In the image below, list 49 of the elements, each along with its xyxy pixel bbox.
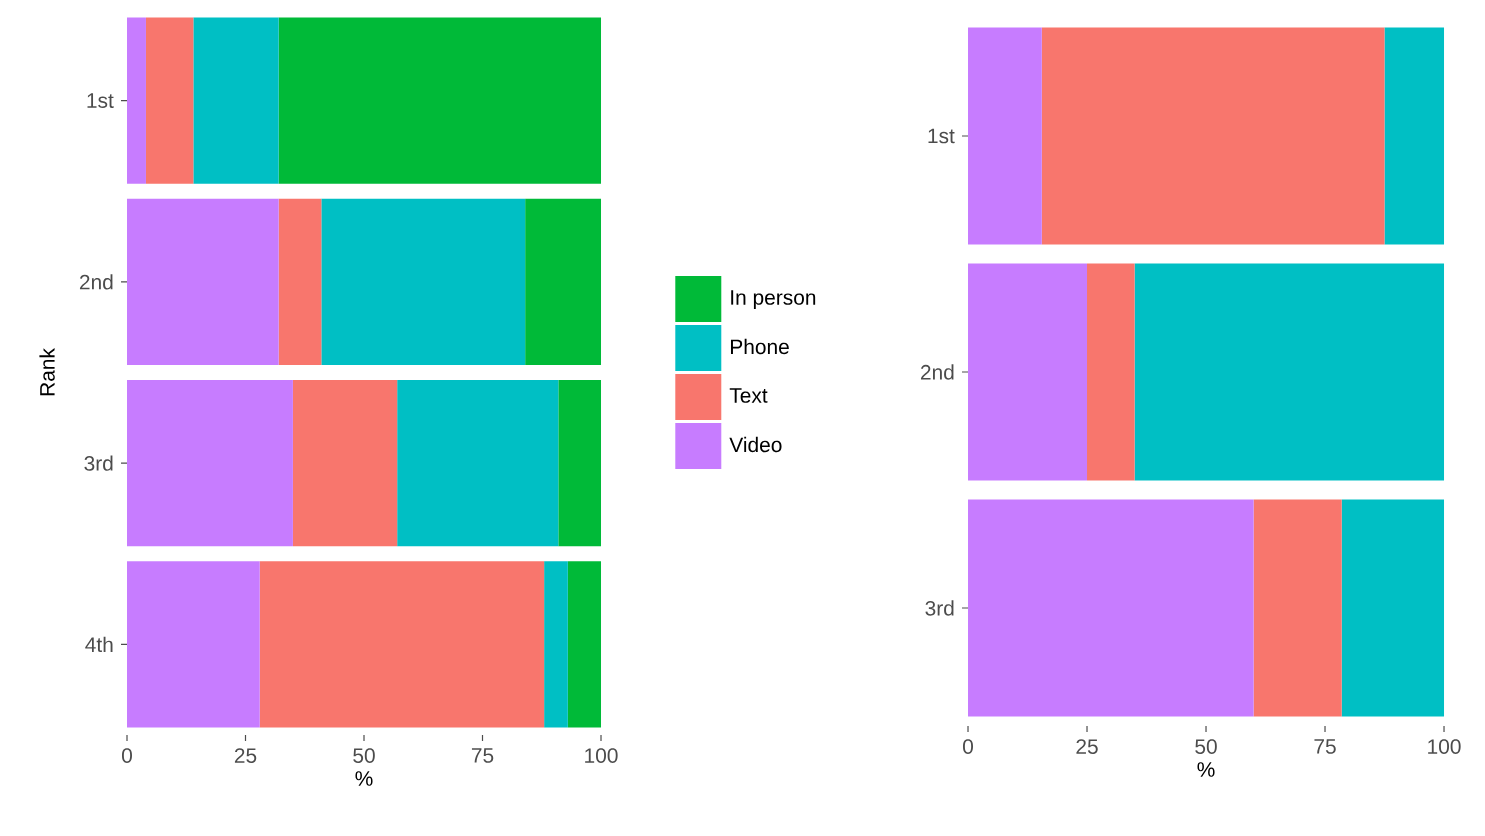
x-tick-label: 50 [353, 748, 375, 763]
bar [321, 198, 526, 365]
bar [968, 499, 1254, 717]
x-tick-label: 25 [234, 748, 257, 763]
x-tick-label: 0 [963, 739, 974, 754]
x-tick-label: 50 [1195, 739, 1217, 754]
bar [1384, 27, 1445, 245]
y-tick-label: 3rd [84, 455, 113, 471]
bar [127, 561, 260, 728]
bar [127, 198, 279, 365]
bar [1341, 499, 1445, 717]
bar [558, 380, 602, 547]
bar [544, 561, 568, 728]
x-axis-title: % [1197, 762, 1215, 777]
y-tick-label: 2nd [920, 364, 954, 380]
bar [127, 17, 146, 184]
bar [278, 198, 322, 365]
legend-label: Phone [731, 338, 789, 355]
bar [193, 17, 279, 184]
bar [525, 198, 602, 365]
bar [1087, 263, 1135, 481]
y-axis-title: Rank [39, 348, 55, 396]
bar [1253, 499, 1342, 717]
bar [397, 380, 559, 547]
x-tick-label: 75 [1314, 739, 1336, 754]
x-tick-label: 25 [1076, 739, 1098, 754]
bar [127, 380, 293, 547]
legend-label: In person [731, 290, 816, 309]
x-tick-label: 75 [471, 748, 494, 763]
bar [1041, 27, 1385, 245]
x-tick-label: 100 [585, 748, 618, 763]
bar [567, 561, 602, 728]
bar [292, 380, 398, 547]
bar [259, 561, 545, 728]
legend-label: Video [729, 436, 782, 453]
y-tick-label: 1st [87, 93, 114, 108]
y-tick-label: 2nd [79, 274, 113, 290]
x-axis-title: % [355, 771, 373, 786]
bar [968, 263, 1088, 481]
legend-label: Text [729, 388, 768, 403]
y-tick-label: 4th [85, 636, 113, 653]
y-tick-label: 3rd [925, 600, 954, 616]
x-tick-label: 100 [1428, 739, 1461, 754]
bar [968, 27, 1042, 245]
bar [278, 17, 602, 184]
bar [1134, 263, 1445, 481]
y-tick-label: 1st [928, 128, 955, 144]
bar [145, 17, 194, 184]
x-tick-label: 0 [122, 748, 132, 763]
